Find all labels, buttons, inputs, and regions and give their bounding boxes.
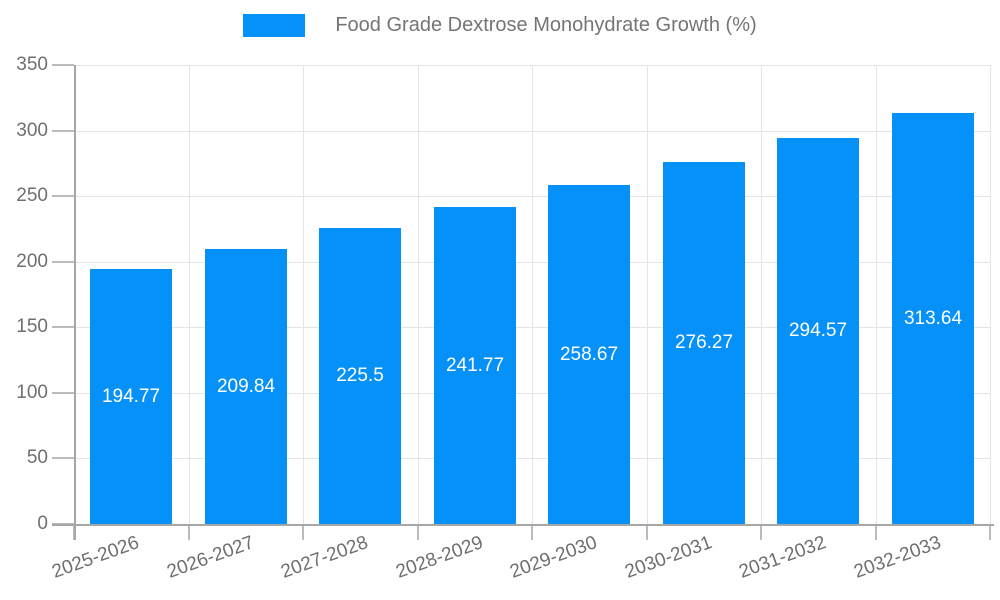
legend-swatch[interactable] (243, 14, 306, 37)
legend: Food Grade Dextrose Monohydrate Growth (… (0, 14, 1000, 37)
legend-label[interactable]: Food Grade Dextrose Monohydrate Growth (… (335, 14, 757, 36)
gridline-vertical (990, 65, 991, 524)
x-axis-tick (875, 524, 877, 540)
x-axis-tick (188, 524, 190, 540)
y-axis-tick (52, 326, 74, 328)
bar-2030-2031 (663, 162, 745, 524)
y-axis-tick (52, 130, 74, 132)
bar-value-label: 294.57 (788, 320, 848, 341)
x-axis-line (52, 524, 994, 526)
y-tick-label: 50 (26, 447, 48, 468)
bar-value-label: 241.77 (445, 355, 505, 376)
gridline-vertical (303, 65, 304, 524)
bar-2031-2032 (777, 138, 859, 524)
y-tick-label: 350 (16, 54, 48, 75)
y-axis-tick (52, 261, 74, 263)
y-tick-label: 300 (16, 120, 48, 141)
x-axis-tick (302, 524, 304, 540)
y-axis-line (74, 65, 76, 540)
y-axis-tick (52, 392, 74, 394)
y-tick-label: 0 (37, 513, 48, 534)
x-axis-tick (417, 524, 419, 540)
gridline-vertical (876, 65, 877, 524)
bar-2032-2033 (892, 113, 974, 524)
y-tick-label: 200 (16, 251, 48, 272)
y-axis-tick (52, 457, 74, 459)
bar-value-label: 209.84 (216, 376, 276, 397)
bar-value-label: 258.67 (559, 344, 619, 365)
bar-value-label: 313.64 (903, 308, 963, 329)
y-tick-label: 100 (16, 382, 48, 403)
bar-2028-2029 (434, 207, 516, 524)
bar-2025-2026 (90, 269, 172, 524)
bar-value-label: 194.77 (101, 386, 161, 407)
gridline-vertical (418, 65, 419, 524)
y-axis-tick (52, 195, 74, 197)
gridline-vertical (761, 65, 762, 524)
gridline-vertical (532, 65, 533, 524)
y-tick-label: 250 (16, 185, 48, 206)
bar-2029-2030 (548, 185, 630, 524)
bar-2026-2027 (205, 249, 287, 524)
x-axis-tick (989, 524, 991, 540)
y-tick-label: 150 (16, 316, 48, 337)
gridline-vertical (189, 65, 190, 524)
x-axis-tick (646, 524, 648, 540)
bar-value-label: 276.27 (674, 332, 734, 353)
x-axis-tick (760, 524, 762, 540)
bar-value-label: 225.5 (336, 365, 384, 386)
bar-2027-2028 (319, 228, 401, 524)
y-axis-tick (52, 64, 74, 66)
gridline-vertical (647, 65, 648, 524)
x-axis-tick (531, 524, 533, 540)
